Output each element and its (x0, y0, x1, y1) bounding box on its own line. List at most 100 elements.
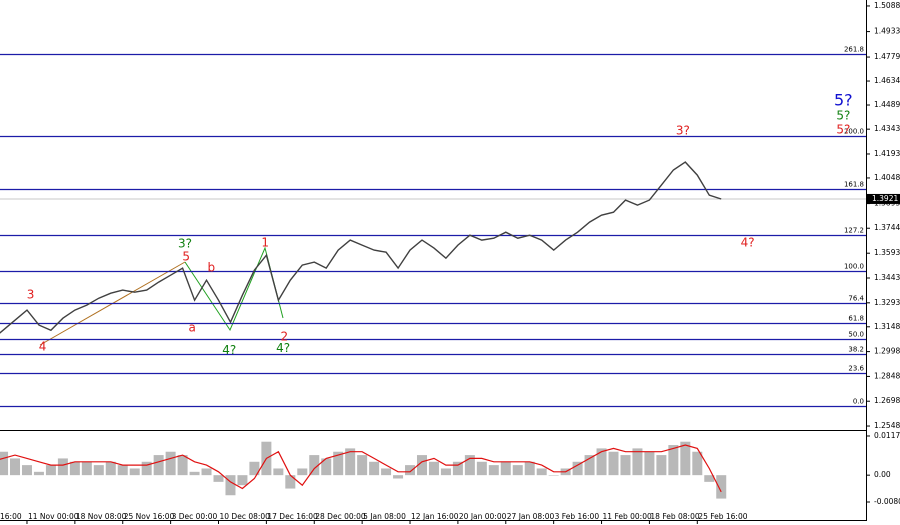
osc-bar (237, 475, 248, 486)
osc-bar (10, 458, 21, 476)
y-tick-label: 1.3293 (874, 298, 900, 307)
x-tick-label: 16:00 (0, 512, 22, 521)
osc-bar (452, 461, 463, 476)
osc-bar (596, 448, 607, 476)
wave-label: 5 (182, 250, 190, 264)
osc-bar (93, 465, 104, 476)
osc-bar (357, 455, 368, 476)
osc-bar (177, 455, 188, 476)
x-tick-label: 12 Jan 16:00 (411, 512, 459, 521)
osc-bar (428, 461, 439, 476)
wave-label: 4 (39, 340, 47, 354)
osc-bar (488, 465, 499, 476)
wave-label: 3 (27, 288, 35, 302)
osc-bar (333, 451, 344, 476)
y-tick-label: 1.2848 (874, 371, 900, 380)
wave-label: 4? (741, 236, 755, 250)
level-label: 261.8 (844, 46, 864, 54)
osc-bar (117, 465, 128, 476)
osc-bar (273, 468, 284, 476)
osc-bar (297, 468, 308, 476)
osc-bar (608, 451, 619, 476)
wave-label: 5? (836, 109, 850, 123)
y-tick-label: 1.4343 (874, 124, 900, 133)
x-tick-label: 10 Dec 08:00 (220, 512, 271, 521)
x-tick-label: 11 Nov 00:00 (28, 512, 79, 521)
osc-bar (680, 441, 691, 476)
wave-label: 1 (261, 236, 269, 250)
x-tick-label: 25 Feb 16:00 (698, 512, 747, 521)
y-tick-label: 1.4048 (874, 173, 900, 182)
osc-bar (201, 468, 212, 476)
osc-bar (716, 475, 727, 499)
level-label: 61.8 (848, 315, 864, 323)
level-label: 100.0 (844, 263, 864, 271)
osc-bar (476, 461, 487, 476)
level-label: 161.8 (844, 181, 864, 189)
osc-bar (57, 458, 68, 476)
osc-bar (141, 461, 152, 476)
wave-label: 5? (834, 91, 853, 110)
x-tick-label: 27 Jan 08:00 (507, 512, 555, 521)
y-tick-label: 1.4634 (874, 76, 900, 85)
osc-bar (416, 455, 427, 476)
osc-bar (309, 455, 320, 476)
y-tick-label: 1.5088 (874, 1, 900, 10)
osc-bar (536, 468, 547, 476)
y-tick-label: 1.3443 (874, 273, 900, 282)
y-tick-label: 1.3744 (874, 223, 900, 232)
level-label: 50.0 (848, 331, 864, 339)
x-tick-label: 11 Feb 00:00 (603, 512, 652, 521)
osc-bar (632, 448, 643, 476)
y-tick-label: 1.4779 (874, 52, 900, 61)
wave-label: 3? (676, 124, 690, 138)
osc-bar (321, 458, 332, 476)
osc-bar (213, 475, 224, 482)
y-tick-label: 1.4489 (874, 100, 900, 109)
osc-bar (81, 461, 92, 476)
wave-label: 4? (276, 341, 290, 355)
osc-bar (644, 451, 655, 476)
level-label: 0.0 (853, 398, 864, 406)
osc-bar (105, 461, 116, 476)
osc-y-tick-label: -0.00802 (874, 497, 900, 506)
wave-label: a (188, 321, 195, 335)
x-tick-label: 20 Jan 00:00 (459, 512, 507, 521)
y-tick-label: 1.2698 (874, 396, 900, 405)
x-tick-label: 3 Feb 16:00 (555, 512, 600, 521)
y-tick-label: 1.4933 (874, 27, 900, 36)
osc-bar (524, 461, 535, 476)
osc-bar (225, 475, 236, 496)
osc-bar (381, 468, 392, 476)
osc-signal-line (0, 444, 722, 493)
osc-bar (500, 461, 511, 476)
osc-bar (668, 445, 679, 476)
osc-bar (69, 461, 80, 476)
price-line (0, 161, 722, 334)
osc-bar (189, 471, 200, 476)
wave-label: b (208, 261, 216, 275)
last-price-tag (867, 193, 900, 204)
y-tick-label: 1.3593 (874, 248, 900, 257)
wave-label: 5? (836, 122, 850, 136)
osc-bar (165, 451, 176, 476)
osc-bar (512, 465, 523, 476)
osc-bar (285, 475, 296, 489)
y-tick-label: 1.4193 (874, 149, 900, 158)
y-tick-label: 1.3148 (874, 322, 900, 331)
x-tick-label: 28 Dec 00:00 (315, 512, 366, 521)
osc-bar (129, 468, 140, 476)
level-label: 23.6 (848, 365, 864, 373)
osc-bar (464, 455, 475, 476)
osc-bar (548, 475, 559, 476)
osc-bar (345, 448, 356, 476)
last-price-label: 1.3921 (872, 194, 898, 203)
osc-bar (369, 461, 380, 476)
wave-label: 4? (222, 343, 236, 357)
osc-bar (45, 465, 56, 476)
osc-bar (393, 475, 404, 479)
osc-bar (249, 461, 260, 476)
